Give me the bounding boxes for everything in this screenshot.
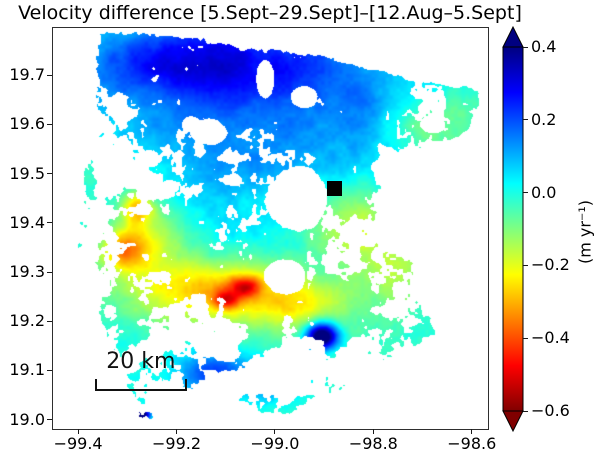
colorbar (502, 26, 524, 433)
colorbar-tick-label: 0.0 (531, 182, 557, 202)
velocity-raster (53, 28, 488, 429)
y-tick-mark (47, 320, 52, 322)
y-tick-label: 19.4 (9, 212, 45, 232)
colorbar-tick-mark (523, 410, 528, 412)
y-tick-label: 19.3 (9, 262, 45, 282)
y-tick-mark (47, 369, 52, 371)
y-tick-label: 19.7 (9, 65, 45, 85)
x-tick-label: −98.8 (348, 434, 398, 453)
x-tick-label: −99.4 (53, 434, 103, 453)
colorbar-tick-label: −0.6 (531, 401, 570, 420)
chart-title: Velocity difference [5.Sept–29.Sept]–[12… (18, 2, 522, 24)
y-tick-label: 19.2 (9, 311, 45, 331)
y-tick-mark (47, 123, 52, 125)
colorbar-tick-label: −0.4 (531, 328, 570, 348)
y-tick-mark (47, 173, 52, 175)
map-plot-area (52, 27, 489, 430)
x-tick-label: −98.6 (447, 434, 497, 453)
colorbar-tick-label: −0.2 (531, 255, 570, 275)
colorbar-tick-mark (523, 46, 528, 48)
colorbar-extend-max-arrow (502, 26, 524, 48)
colorbar-tick-mark (523, 264, 528, 266)
x-tick-mark (274, 429, 276, 434)
colorbar-extend-min-arrow (502, 410, 524, 433)
y-tick-label: 19.6 (9, 114, 45, 134)
colorbar-tick-label: 0.4 (531, 37, 557, 56)
x-tick-mark (77, 429, 79, 434)
x-tick-label: −99.0 (250, 434, 300, 453)
x-tick-mark (176, 429, 177, 434)
scale-bar-end-left (94, 378, 97, 391)
y-tick-label: 19.0 (9, 409, 45, 429)
y-tick-mark (47, 74, 52, 76)
colorbar-tick-mark (523, 337, 528, 339)
y-tick-label: 19.5 (9, 163, 45, 183)
y-tick-label: 19.1 (9, 360, 45, 380)
x-tick-mark (372, 429, 374, 434)
y-tick-mark (47, 222, 52, 224)
y-tick-mark (47, 419, 52, 421)
x-tick-label: −99.2 (151, 434, 202, 453)
scale-bar-end-right (184, 378, 187, 391)
station-marker (327, 181, 343, 197)
colorbar-bar (502, 46, 524, 412)
scale-bar-line (94, 388, 187, 391)
colorbar-tick-label: 0.2 (531, 109, 557, 129)
colorbar-tick-mark (523, 119, 528, 121)
y-tick-mark (47, 271, 52, 273)
colorbar-unit-label: (m yr⁻¹) (575, 199, 595, 265)
scale-bar-label: 20 km (106, 348, 176, 374)
x-tick-mark (471, 429, 473, 434)
colorbar-tick-mark (523, 192, 528, 194)
